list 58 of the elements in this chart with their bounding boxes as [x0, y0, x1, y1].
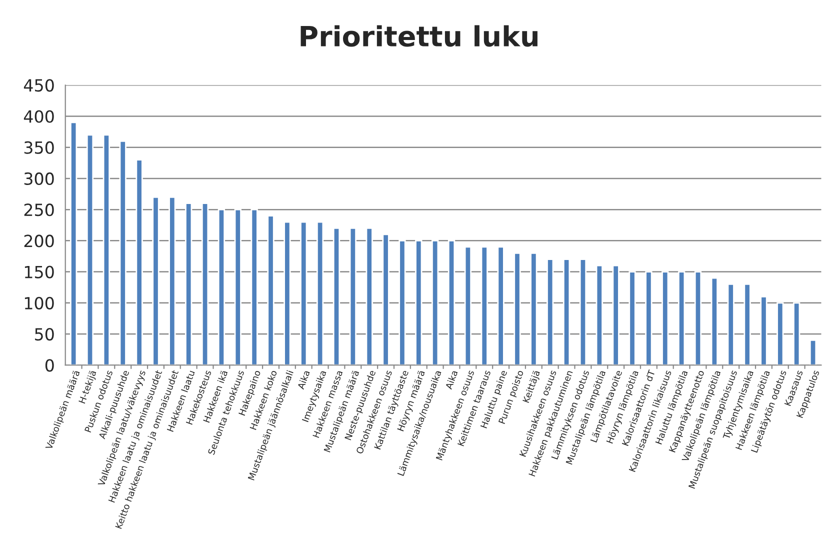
bar: [662, 271, 669, 366]
bar: [102, 134, 110, 366]
y-tick-label: 150: [24, 266, 54, 278]
y-tick-label: 450: [24, 79, 54, 92]
bar: [349, 228, 356, 366]
bar: [809, 340, 817, 366]
bar: [201, 202, 209, 366]
bar: [448, 240, 456, 366]
x-tick-label: Aika: [444, 370, 458, 390]
bar: [744, 284, 751, 366]
bar: [168, 196, 176, 366]
bar: [480, 246, 488, 366]
bar: [415, 240, 422, 366]
bar: [332, 228, 340, 366]
bar: [234, 208, 242, 366]
bar: [710, 277, 718, 366]
bar: [70, 122, 78, 366]
bar: [579, 258, 587, 366]
bar: [136, 159, 143, 366]
bar: [382, 234, 390, 366]
bar: [300, 221, 308, 366]
y-tick-label: 350: [24, 141, 54, 154]
bar: [562, 258, 570, 366]
bar: [628, 271, 636, 366]
y-tick-label: 250: [24, 204, 54, 216]
bar: [793, 302, 800, 366]
y-tick-label: 100: [24, 296, 54, 310]
bar: [645, 271, 652, 366]
bar: [596, 264, 603, 366]
bar: [185, 202, 192, 366]
bar: [250, 208, 258, 366]
bar: [546, 258, 554, 366]
y-tick-label: 400: [24, 110, 54, 123]
bar: [678, 271, 686, 366]
bar: [432, 240, 439, 366]
bar: [267, 215, 274, 366]
bar: [760, 296, 768, 366]
bar: [366, 228, 373, 366]
bar: [776, 302, 784, 366]
bar: [514, 252, 521, 366]
bar: [398, 240, 406, 366]
bar: [152, 196, 160, 366]
bar: [497, 246, 504, 366]
y-tick-label: 0: [45, 359, 54, 372]
bar: [727, 284, 734, 366]
bar: [464, 246, 472, 366]
y-tick-label: 200: [24, 234, 54, 248]
bar: [530, 252, 538, 366]
bar: [119, 140, 126, 366]
bar: [316, 221, 324, 366]
bar: [284, 221, 291, 366]
y-tick-label: 300: [24, 172, 54, 186]
bar: [612, 264, 620, 366]
bar: [86, 134, 94, 366]
bar: [694, 271, 702, 366]
y-tick-label: 50: [35, 328, 54, 341]
bar: [218, 208, 226, 366]
chart-title: Prioritettu luku: [300, 25, 538, 47]
